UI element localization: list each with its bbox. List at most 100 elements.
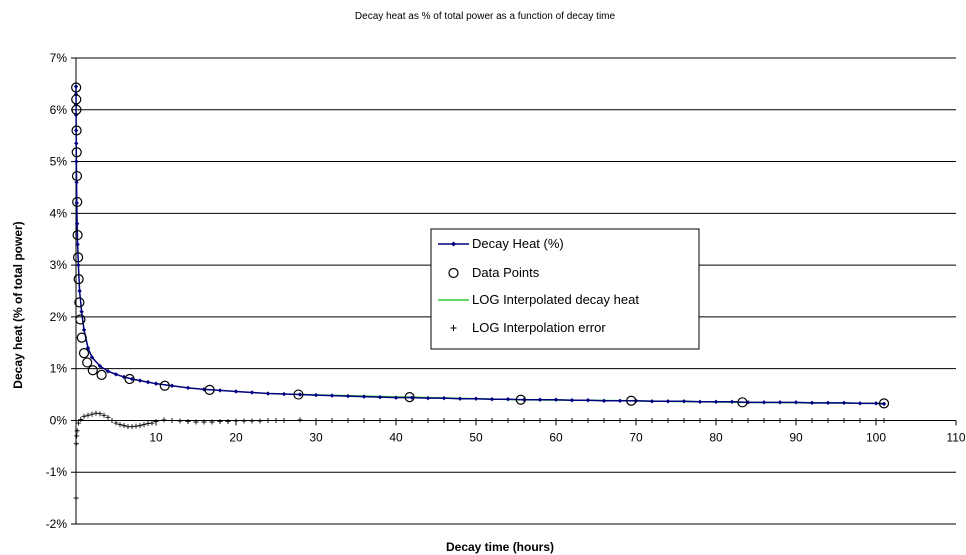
decay-heat-point [697,399,703,405]
error-point [177,418,183,424]
error-point [505,417,511,423]
legend-label-decay-heat: Decay Heat (%) [472,236,564,251]
decay-heat-point [233,389,239,394]
decay-heat-point [137,378,143,383]
error-point [665,417,671,423]
data-point [82,357,93,368]
y-tick-label: 0% [50,413,68,427]
decay-heat-point [473,396,479,401]
decay-heat-point [265,391,271,396]
x-tick-label: 110 [946,430,965,444]
x-tick-label: 100 [866,430,886,444]
y-tick-label: -1% [46,465,68,479]
error-point [249,418,255,424]
error-point [777,417,783,423]
error-point [377,417,383,423]
error-point [601,417,607,423]
plot-area [71,82,890,501]
decay-heat-point [345,393,351,399]
decay-heat-point [617,398,623,403]
decay-heat-point [553,397,559,402]
x-tick-label: 80 [709,430,723,444]
error-point [74,433,80,439]
error-point [265,417,271,423]
decay-heat-point [129,376,135,382]
y-tick-label: 4% [50,206,68,220]
decay-heat-point [73,128,79,133]
decay-heat-point [585,398,591,403]
error-point [313,417,319,423]
error-point [105,414,111,420]
decay-heat-point [841,400,847,406]
error-point [225,418,231,424]
error-point [489,417,495,423]
decay-heat-point [809,400,815,406]
error-point [113,420,119,426]
chart-title: Decay heat as % of total power as a func… [355,11,616,22]
error-point [73,441,79,447]
decay-heat-point [113,372,119,377]
x-tick-label: 20 [229,430,243,444]
decay-heat-point [793,400,799,405]
data-point [76,332,87,343]
data-point [73,273,84,285]
decay-heat-point [857,401,863,406]
error-point [133,423,139,429]
y-tick-label: 7% [50,51,68,65]
error-point [457,417,463,423]
decay-heat-point [249,390,255,395]
error-point [109,417,115,423]
decay-heat-point [145,379,151,385]
error-point [81,413,87,419]
error-point [241,418,247,424]
error-point [881,417,887,423]
error-point [201,419,207,425]
decay-heat-point [74,221,80,226]
error-point [825,417,831,423]
decay-heat-point [75,242,80,247]
error-point [857,417,863,423]
error-point [149,420,155,426]
error-point [233,418,239,424]
data-point [87,365,98,376]
data-point [204,384,215,395]
error-point [141,422,147,428]
y-tick-label: 2% [50,310,68,324]
data-point [75,314,86,325]
error-point [537,417,543,423]
decay-heat-point [537,397,543,402]
error-point [633,417,639,423]
decay-heat-point [185,385,191,391]
data-point [878,398,890,409]
data-point [159,380,170,391]
decay-heat-point [74,180,79,185]
legend: Decay Heat (%) Data Points LOG Interpola… [430,228,700,350]
decay-heat-point [153,381,159,386]
error-point [153,418,159,424]
data-point [96,369,107,380]
x-tick-label: 90 [789,430,803,444]
decay-heat-point [361,394,367,399]
decay-heat-point [74,159,79,164]
error-point [193,419,199,425]
data-point [74,297,85,308]
error-point [137,423,143,429]
error-point [649,417,655,423]
decay-heat-point [825,400,831,406]
x-tick-label: 40 [389,430,403,444]
error-point [209,419,215,425]
error-point [78,416,84,422]
decay-heat-point [729,399,735,405]
error-point [585,417,591,423]
error-point [473,417,479,423]
error-point [121,423,127,429]
decay-heat-point [81,327,87,333]
error-point [841,417,847,423]
error-point [681,417,687,423]
data-point [72,252,84,263]
tick-labels: -2% -1% 0% 1% 2% 3% 4% 5% 6% 7% 10 20 30 40 50 60 70 80 90… [46,51,966,531]
decay-heat-point [569,398,575,403]
decay-heat-point [77,288,82,294]
x-tick-label: 70 [629,430,643,444]
